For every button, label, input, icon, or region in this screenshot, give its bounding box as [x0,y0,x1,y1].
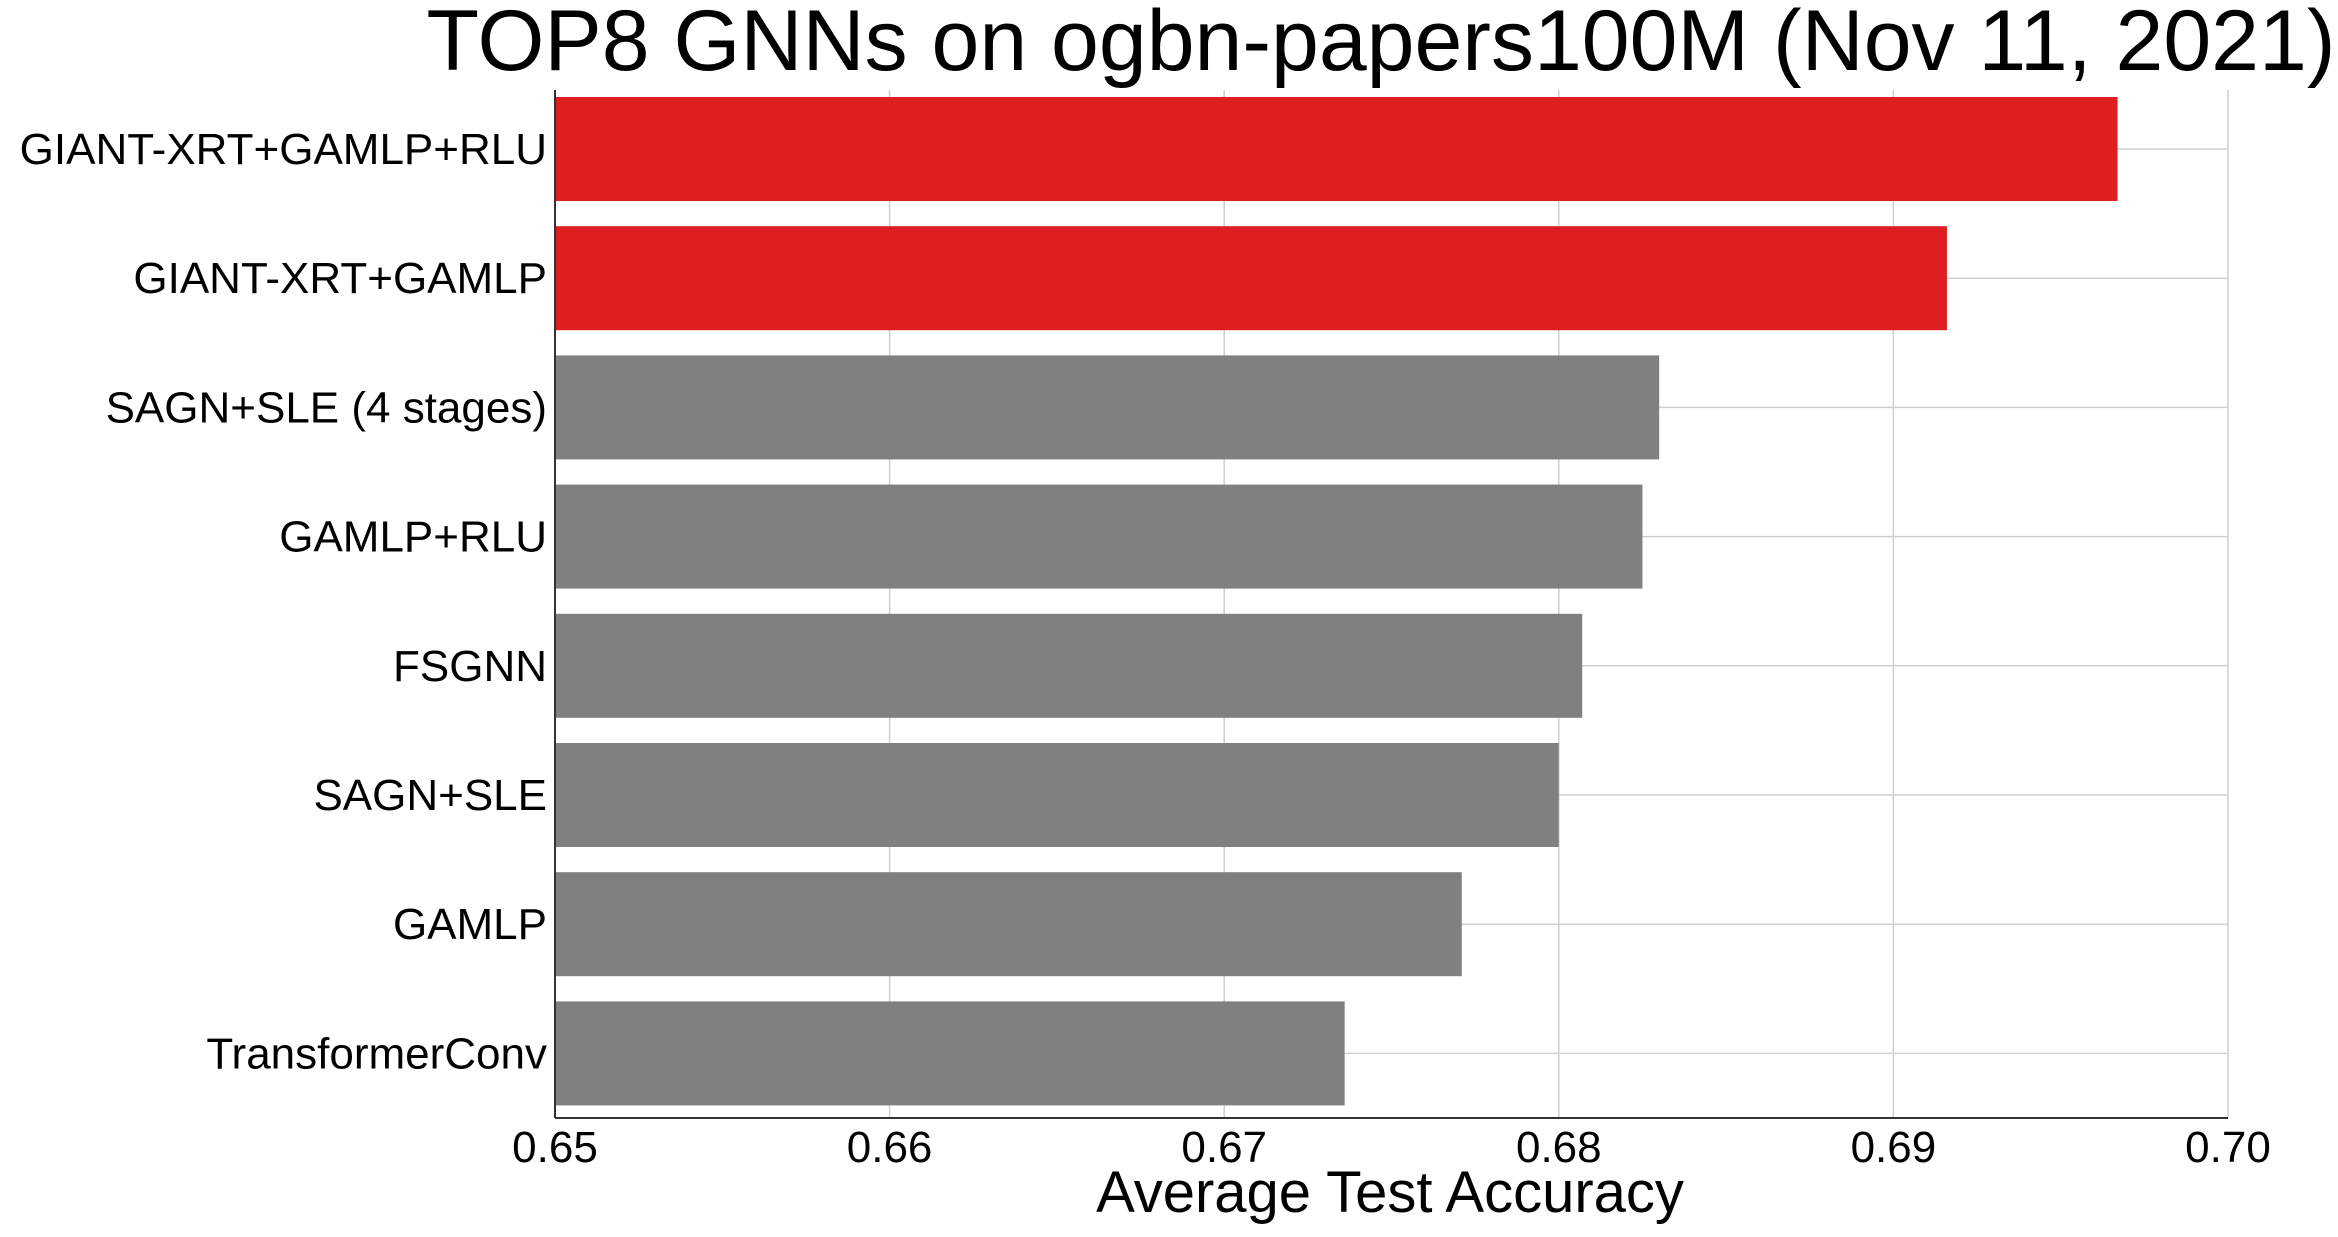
x-axis-label: Average Test Accuracy [1096,1160,1684,1225]
category-label: GAMLP [393,900,547,949]
x-tick-label: 0.68 [1516,1123,1602,1172]
x-tick-label: 0.67 [1181,1123,1267,1172]
category-label: GIANT-XRT+GAMLP [133,254,547,303]
bar [555,226,1947,331]
category-label: GAMLP+RLU [279,513,547,562]
x-axis: 0.65 0.66 0.67 0.68 0.69 0.70 [512,90,2271,1172]
bar [555,743,1559,847]
bar [555,484,1643,589]
bar [555,872,1462,977]
bar [555,355,1660,460]
bar [555,97,2118,201]
category-label: SAGN+SLE (4 stages) [106,383,547,432]
category-label: SAGN+SLE [313,771,547,820]
bar [555,613,1583,718]
bars-layer [555,97,2118,1106]
chart-title: TOP8 GNNs on ogbn-papers100M (Nov 11, 20… [427,0,2336,89]
category-labels: GIANT-XRT+GAMLP+RLU GIANT-XRT+GAMLP SAGN+S… [20,125,547,1078]
x-tick-label: 0.65 [512,1123,598,1172]
category-label: TransformerConv [206,1029,547,1078]
x-tick-label: 0.66 [847,1123,933,1172]
x-tick-label: 0.70 [2185,1123,2271,1172]
bar [555,1001,1345,1106]
x-tick-label: 0.69 [1851,1123,1937,1172]
category-label: FSGNN [393,642,547,691]
category-label: GIANT-XRT+GAMLP+RLU [20,125,547,174]
